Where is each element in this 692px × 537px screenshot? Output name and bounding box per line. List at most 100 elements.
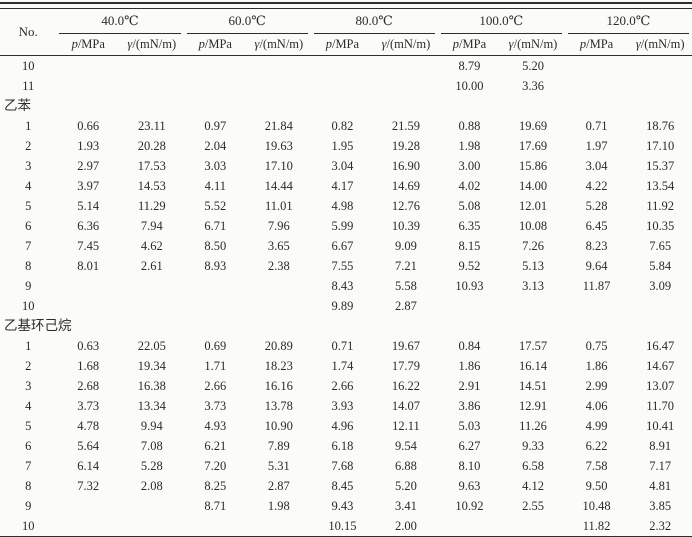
data-row: 3 2.68 16.38 2.66 16.16 2.66 16.22 2.91 14.51 2.9… xyxy=(0,376,692,396)
cell-pressure: 9.63 xyxy=(458,479,481,493)
cell-pressure: 7.55 xyxy=(331,259,354,273)
cell-tension: 16.14 xyxy=(518,359,548,373)
cell-tension: 17.10 xyxy=(264,159,293,173)
subheader-tension: γ/(mN/m) xyxy=(247,34,311,56)
cell-pressure: 2.66 xyxy=(331,379,354,393)
table-top-double-rule xyxy=(0,2,692,9)
cell-pressure xyxy=(565,296,629,316)
cell-tension: 1.98 xyxy=(267,499,290,513)
cell-tension xyxy=(247,296,311,316)
cell-tension: 16.16 xyxy=(264,379,293,393)
cell-tension: 9.94 xyxy=(140,419,163,433)
cell-tension xyxy=(120,76,184,96)
cell-tension: 5.84 xyxy=(649,259,672,273)
data-row: 9 8.71 1.98 9.43 3.41 10.92 2.55 10.48 3.85 xyxy=(0,496,692,516)
cell-tension: 20.89 xyxy=(264,339,293,353)
data-row: 2 1.93 20.28 2.04 19.63 1.95 19.28 1.98 17.69 1.9… xyxy=(0,136,692,156)
cell-pressure xyxy=(565,56,629,77)
cell-tension: 5.13 xyxy=(522,259,544,273)
row-number: 5 xyxy=(25,419,32,433)
cell-tension: 14.53 xyxy=(137,179,166,193)
cell-tension: 6.58 xyxy=(522,459,544,473)
cell-tension: 17.79 xyxy=(391,359,420,373)
cell-tension: 21.84 xyxy=(264,119,293,133)
cell-pressure: 9.89 xyxy=(331,299,354,313)
cell-tension: 5.20 xyxy=(522,59,544,73)
cell-pressure: 1.68 xyxy=(77,359,100,373)
cell-tension: 16.47 xyxy=(646,339,675,353)
cell-pressure: 11.82 xyxy=(582,519,611,533)
cell-tension: 17.69 xyxy=(518,139,548,153)
header-row-units: p/MPa γ/(mN/m) p/MPa γ/(mN/m) p/MPa γ/(mN/m) p… xyxy=(0,34,692,56)
cell-pressure: 0.69 xyxy=(204,339,227,353)
cell-tension: 12.91 xyxy=(518,399,548,413)
cell-pressure: 4.96 xyxy=(331,419,354,433)
row-number: 7 xyxy=(25,459,32,473)
cell-tension: 5.28 xyxy=(140,459,163,473)
row-number: 2 xyxy=(25,359,32,373)
temp-label: 80.0℃ xyxy=(313,9,435,34)
row-number: 3 xyxy=(25,379,32,393)
cell-pressure: 1.74 xyxy=(331,359,354,373)
cell-pressure: 0.97 xyxy=(204,119,227,133)
cell-tension: 11.26 xyxy=(519,419,547,433)
cell-pressure: 3.03 xyxy=(204,159,227,173)
cell-tension: 20.28 xyxy=(137,139,166,153)
cell-tension: 3.65 xyxy=(267,239,290,253)
cell-tension: 3.13 xyxy=(522,279,544,293)
subheader-tension: γ/(mN/m) xyxy=(628,34,692,56)
temp-header-100c: 100.0℃ xyxy=(438,9,565,34)
cell-pressure: 10.92 xyxy=(455,499,484,513)
row-number: 1 xyxy=(25,119,32,133)
cell-pressure xyxy=(184,516,248,537)
cell-pressure xyxy=(56,76,120,96)
cell-tension: 11.70 xyxy=(646,399,674,413)
cell-tension: 5.58 xyxy=(394,279,417,293)
cell-pressure: 1.86 xyxy=(458,359,481,373)
temp-header-40c: 40.0℃ xyxy=(56,9,183,34)
cell-tension: 3.09 xyxy=(649,279,672,293)
subheader-tension: γ/(mN/m) xyxy=(501,34,565,56)
cell-pressure: 0.63 xyxy=(77,339,100,353)
cell-pressure xyxy=(184,76,248,96)
cell-tension: 18.76 xyxy=(646,119,675,133)
cell-pressure: 5.64 xyxy=(77,439,100,453)
cell-tension: 14.67 xyxy=(646,359,675,373)
cell-pressure: 6.71 xyxy=(204,219,227,233)
cell-pressure: 3.73 xyxy=(77,399,100,413)
cell-tension: 2.61 xyxy=(140,259,163,273)
cell-pressure: 7.32 xyxy=(77,479,100,493)
cell-pressure: 0.88 xyxy=(458,119,481,133)
cell-pressure: 10.00 xyxy=(455,79,484,93)
row-number: 6 xyxy=(25,439,32,453)
cell-tension: 2.87 xyxy=(267,479,290,493)
cell-pressure: 8.71 xyxy=(204,499,227,513)
temp-header-120c: 120.0℃ xyxy=(565,9,692,34)
cell-pressure: 5.08 xyxy=(458,199,481,213)
cell-tension: 2.38 xyxy=(267,259,290,273)
temp-label: 60.0℃ xyxy=(186,9,308,34)
data-row: 7 7.45 4.62 8.50 3.65 6.67 9.09 8.15 7.26 8.23 7.6… xyxy=(0,236,692,256)
section-label: 乙基环己烷 xyxy=(4,318,72,333)
cell-tension: 14.07 xyxy=(391,399,420,413)
row-number: 9 xyxy=(25,499,32,513)
cell-pressure: 9.43 xyxy=(331,499,354,513)
row-number: 10 xyxy=(21,59,35,73)
cell-tension: 10.39 xyxy=(391,219,420,233)
cell-tension: 3.85 xyxy=(649,499,672,513)
cell-pressure: 5.14 xyxy=(77,199,100,213)
subheader-pressure: p/MPa xyxy=(56,34,120,56)
cell-pressure: 0.84 xyxy=(458,339,481,353)
cell-tension xyxy=(247,276,311,296)
cell-pressure: 8.45 xyxy=(331,479,354,493)
cell-tension: 10.35 xyxy=(646,219,675,233)
cell-tension: 16.22 xyxy=(391,379,420,393)
cell-pressure: 4.98 xyxy=(331,199,354,213)
cell-tension xyxy=(120,496,184,516)
cell-tension: 16.90 xyxy=(391,159,420,173)
cell-tension xyxy=(120,56,184,77)
cell-pressure: 8.01 xyxy=(77,259,100,273)
cell-tension: 11.92 xyxy=(646,199,674,213)
cell-pressure xyxy=(438,296,502,316)
cell-pressure: 6.18 xyxy=(331,439,354,453)
